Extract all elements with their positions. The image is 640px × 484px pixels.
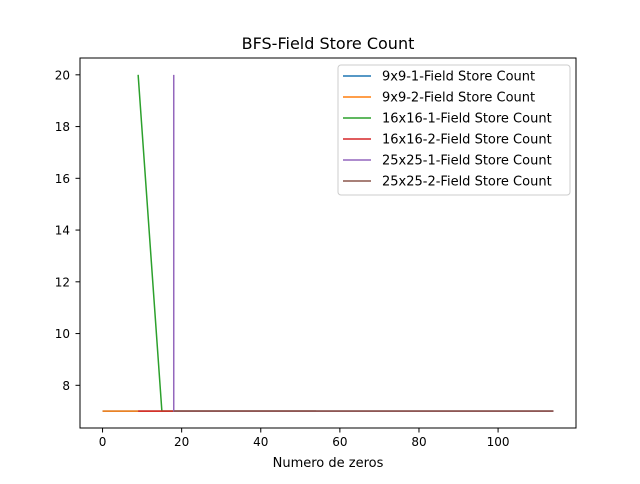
legend-label: 25x25-2-Field Store Count — [382, 175, 552, 190]
legend-label: 9x9-2-Field Store Count — [382, 91, 535, 106]
legend-label: 16x16-2-Field Store Count — [382, 133, 552, 148]
x-tick-label: 0 — [99, 435, 107, 449]
x-tick-label: 20 — [174, 435, 189, 449]
y-tick-label: 20 — [55, 68, 70, 82]
y-tick-label: 14 — [55, 224, 70, 238]
x-tick-label: 80 — [411, 435, 426, 449]
series-layer — [102, 74, 554, 412]
y-tick-label: 8 — [62, 379, 70, 393]
x-axis: 0 20 40 60 80 100 — [99, 428, 510, 449]
y-tick-label: 10 — [55, 327, 70, 341]
legend-label: 9x9-1-Field Store Count — [382, 70, 535, 85]
y-tick-label: 12 — [55, 275, 70, 289]
y-tick-label: 16 — [55, 172, 70, 186]
plot-frame — [79, 57, 577, 429]
x-tick-label: 60 — [332, 435, 347, 449]
legend-box — [337, 64, 571, 196]
x-tick-label: 100 — [487, 435, 510, 449]
chart-title: BFS-Field Store Count — [242, 34, 415, 53]
x-tick-label: 40 — [253, 435, 268, 449]
legend: 9x9-1-Field Store Count 9x9-2-Field Store… — [337, 64, 571, 196]
legend-label: 16x16-1-Field Store Count — [382, 112, 552, 127]
y-tick-label: 18 — [55, 120, 70, 134]
legend-label: 25x25-1-Field Store Count — [382, 154, 552, 169]
x-axis-label: Numero de zeros — [273, 456, 384, 471]
y-axis: 8 10 12 14 16 18 20 — [55, 68, 80, 393]
